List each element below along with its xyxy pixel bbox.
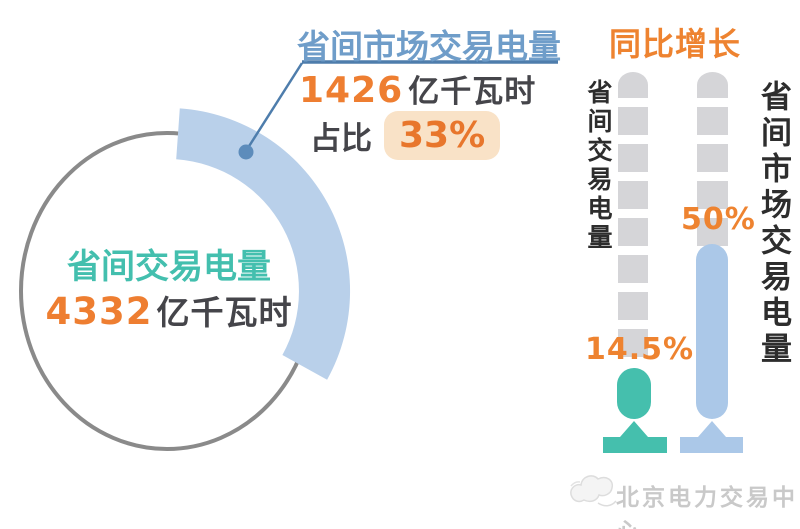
thermo-left-fill [617,368,651,419]
donut-center-value-row: 4332 亿千瓦时 [35,286,303,334]
thermo-right-base [680,421,743,453]
donut-center-unit: 亿千瓦时 [156,293,293,332]
callout-unit: 亿千瓦时 [408,74,537,110]
callout-title: 省间市场交易电量 [297,27,561,66]
thermo-right-track [696,72,728,246]
growth-title: 同比增长 [608,25,741,63]
callout-value-row: 1426 亿千瓦时 [299,66,536,111]
thermo-left-base [603,421,667,453]
donut-center-value: 4332 [45,290,153,333]
share-label: 占比 [310,121,372,157]
thermo-right-label: 省间市场交易电量 [755,80,791,368]
callout-value: 1426 [299,70,404,111]
share-value: 33% [399,115,486,156]
share-row: 占比 33% [310,111,501,160]
brand-name: 北京电力交易中心 [616,485,798,529]
thermo-left-label: 省间交易电量 [584,79,613,253]
thermo-right-fill [696,244,728,419]
donut-center-label: 省间交易电量 [67,247,271,287]
callout-anchor-dot [238,144,254,160]
donut-highlight-arc [176,108,351,380]
share-badge: 33% [384,111,501,160]
callout-leader-line [244,62,304,152]
thermo-left-value: 14.5% [585,332,695,367]
thermo-left-track [618,72,648,357]
thermo-right-value: 50% [681,202,756,237]
brand-bird-icon [570,475,617,507]
